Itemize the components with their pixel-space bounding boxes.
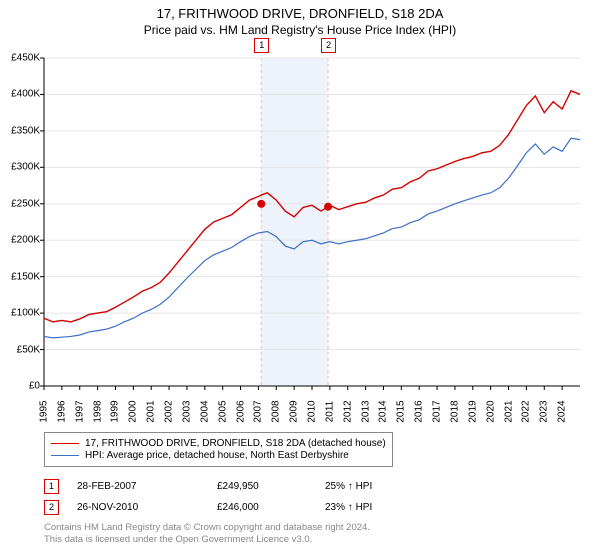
x-tick-label: 2014 xyxy=(378,400,389,422)
y-tick-label: £300K xyxy=(0,162,40,173)
line-chart xyxy=(0,0,600,392)
x-tick-label: 2012 xyxy=(342,400,353,422)
x-tick-label: 1996 xyxy=(56,400,67,422)
x-tick-label: 1998 xyxy=(92,400,103,422)
x-tick-label: 2020 xyxy=(485,400,496,422)
x-tick-label: 2015 xyxy=(396,400,407,422)
x-tick-label: 2023 xyxy=(539,400,550,422)
legend-row-hpi: HPI: Average price, detached house, Nort… xyxy=(51,450,386,461)
x-tick-label: 2019 xyxy=(467,400,478,422)
legend-label-hpi: HPI: Average price, detached house, Nort… xyxy=(85,450,349,461)
y-tick-label: £350K xyxy=(0,125,40,136)
x-tick-label: 2013 xyxy=(360,400,371,422)
sales-list: 1 28-FEB-2007£249,95025% ↑ HPI 2 26-NOV-201… xyxy=(44,474,445,519)
x-tick-label: 1995 xyxy=(39,400,50,422)
y-tick-label: £450K xyxy=(0,53,40,64)
x-tick-label: 2010 xyxy=(307,400,318,422)
sale-date: 26-NOV-2010 xyxy=(77,502,217,513)
x-tick-label: 2018 xyxy=(449,400,460,422)
sale-marker-2: 2 xyxy=(321,38,336,53)
sale-number-box: 1 xyxy=(44,479,59,494)
legend-swatch-hpi xyxy=(51,455,79,456)
y-tick-label: £0 xyxy=(0,381,40,392)
sale-delta: 23% ↑ HPI xyxy=(325,502,445,513)
sale-date: 28-FEB-2007 xyxy=(77,481,217,492)
x-tick-label: 2011 xyxy=(324,401,335,423)
chart-container: 17, FRITHWOOD DRIVE, DRONFIELD, S18 2DA … xyxy=(0,0,600,560)
x-tick-label: 2017 xyxy=(432,400,443,422)
x-tick-label: 2008 xyxy=(271,400,282,422)
y-tick-label: £50K xyxy=(0,344,40,355)
x-tick-label: 2002 xyxy=(164,400,175,422)
footnote-line1: Contains HM Land Registry data © Crown c… xyxy=(44,522,370,534)
legend-swatch-property xyxy=(51,443,79,444)
sale-row: 2 26-NOV-2010£246,00023% ↑ HPI xyxy=(44,498,445,516)
x-tick-label: 2022 xyxy=(521,400,532,422)
x-tick-label: 2021 xyxy=(503,400,514,422)
x-tick-label: 1999 xyxy=(110,400,121,422)
y-tick-label: £250K xyxy=(0,198,40,209)
legend-box: 17, FRITHWOOD DRIVE, DRONFIELD, S18 2DA … xyxy=(44,432,393,467)
x-tick-label: 1997 xyxy=(74,400,85,422)
x-tick-label: 2004 xyxy=(199,400,210,422)
footnote-line2: This data is licensed under the Open Gov… xyxy=(44,534,370,546)
y-tick-label: £400K xyxy=(0,89,40,100)
sale-delta: 25% ↑ HPI xyxy=(325,481,445,492)
x-tick-label: 2009 xyxy=(289,400,300,422)
x-tick-label: 2007 xyxy=(253,400,264,422)
y-tick-label: £150K xyxy=(0,271,40,282)
legend-label-property: 17, FRITHWOOD DRIVE, DRONFIELD, S18 2DA … xyxy=(85,438,386,449)
sale-number-box: 2 xyxy=(44,500,59,515)
x-tick-label: 2000 xyxy=(128,400,139,422)
sale-marker-1: 1 xyxy=(254,38,269,53)
x-tick-label: 2016 xyxy=(414,400,425,422)
x-tick-label: 2001 xyxy=(146,400,157,422)
x-tick-label: 2024 xyxy=(557,400,568,422)
x-tick-label: 2006 xyxy=(235,400,246,422)
legend-row-property: 17, FRITHWOOD DRIVE, DRONFIELD, S18 2DA … xyxy=(51,438,386,449)
y-tick-label: £200K xyxy=(0,235,40,246)
footnote: Contains HM Land Registry data © Crown c… xyxy=(44,522,370,547)
y-tick-label: £100K xyxy=(0,308,40,319)
x-tick-label: 2005 xyxy=(217,400,228,422)
x-tick-label: 2003 xyxy=(181,400,192,422)
sale-price: £249,950 xyxy=(217,481,325,492)
sale-row: 1 28-FEB-2007£249,95025% ↑ HPI xyxy=(44,477,445,495)
sale-price: £246,000 xyxy=(217,502,325,513)
